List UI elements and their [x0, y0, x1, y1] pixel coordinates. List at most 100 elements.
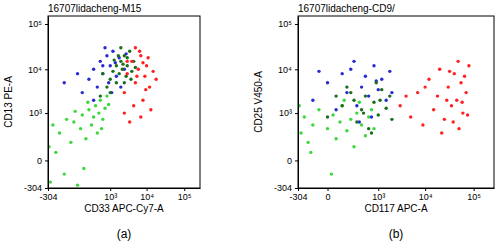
point: [119, 60, 122, 63]
point: [130, 70, 133, 73]
y-tick-label: 10³: [29, 108, 42, 118]
y-tick-label: 10⁴: [278, 65, 292, 75]
x-tick-label: 10⁵: [178, 192, 192, 202]
title: 16707lidacheng-CD9/: [298, 3, 395, 14]
point: [123, 81, 126, 84]
point: [121, 68, 124, 71]
point: [109, 64, 112, 67]
x-tick-mark: [425, 188, 426, 191]
y-tick-mark: [295, 113, 298, 114]
y-tick-label: 0: [37, 156, 42, 166]
y-tick: 10³: [279, 108, 298, 118]
point: [97, 111, 100, 114]
x-tick-mark: [474, 188, 475, 191]
point: [466, 113, 469, 116]
point: [372, 127, 375, 130]
point: [141, 99, 144, 102]
point: [438, 68, 441, 71]
point: [440, 131, 443, 134]
point: [360, 108, 363, 111]
y-axis: -304010³10⁴10⁵: [24, 17, 49, 194]
figure: -30410³10⁴10⁵-304010³10⁴10⁵16707lidachen…: [0, 0, 500, 243]
point: [151, 70, 154, 73]
point: [375, 81, 378, 84]
point: [111, 50, 114, 53]
y-tick-mark: [295, 24, 298, 25]
point: [461, 111, 464, 114]
point: [421, 123, 424, 126]
point: [326, 127, 329, 130]
x-axis-title: CD117 APC-A: [364, 203, 428, 214]
point: [129, 78, 132, 81]
x-tick-mark: [328, 188, 329, 191]
x-tick-label: 10³: [372, 192, 385, 202]
point: [115, 75, 118, 78]
point: [138, 50, 141, 53]
point: [86, 101, 89, 104]
point: [137, 68, 140, 71]
point: [135, 75, 138, 78]
y-tick-mark: [295, 188, 298, 189]
point: [317, 70, 320, 73]
point: [94, 104, 97, 107]
point: [123, 54, 126, 57]
point: [355, 111, 358, 114]
x-tick-label: -304: [39, 192, 57, 202]
point: [349, 91, 352, 94]
point: [92, 115, 95, 118]
point: [443, 118, 446, 121]
x-axis: -304010³10⁴10⁵: [289, 188, 494, 202]
point: [101, 64, 104, 67]
point: [105, 85, 108, 88]
point: [355, 120, 358, 123]
point: [340, 104, 343, 107]
point: [390, 118, 393, 121]
y-tick-mark: [45, 160, 48, 161]
point: [117, 54, 120, 57]
panel: -30410³10⁴10⁵-304010³10⁴10⁵16707lidachen…: [3, 3, 201, 241]
point: [303, 115, 306, 118]
point: [349, 118, 352, 121]
point: [101, 118, 104, 121]
point: [340, 72, 343, 75]
point: [145, 64, 148, 67]
point: [398, 104, 401, 107]
point: [119, 46, 122, 49]
point: [121, 62, 124, 65]
point: [388, 70, 391, 73]
point: [456, 60, 459, 63]
point: [455, 99, 458, 102]
point: [367, 94, 370, 97]
y-tick: 10⁴: [278, 65, 298, 75]
point: [464, 91, 467, 94]
point: [76, 183, 79, 186]
y-tick: 10⁴: [28, 65, 48, 75]
x-tick: 10⁴: [419, 188, 433, 202]
point: [345, 91, 348, 94]
point: [378, 99, 381, 102]
point: [352, 60, 355, 63]
point: [370, 131, 373, 134]
point: [96, 131, 99, 134]
point: [326, 115, 329, 118]
point: [380, 88, 383, 91]
plot-frame: [48, 16, 200, 188]
point: [96, 85, 99, 88]
point: [459, 81, 462, 84]
point: [338, 120, 341, 123]
point: [360, 123, 363, 126]
point: [457, 127, 460, 130]
point: [51, 123, 54, 126]
y-tick: 0: [287, 156, 298, 166]
point: [111, 70, 114, 73]
y-tick-mark: [45, 24, 48, 25]
point: [432, 108, 435, 111]
point: [352, 99, 355, 102]
x-tick: 10³: [104, 188, 117, 202]
point: [377, 88, 380, 91]
point: [105, 54, 108, 57]
y-tick-mark: [45, 69, 48, 70]
x-tick: 10⁴: [140, 188, 154, 202]
point: [105, 94, 108, 97]
point: [99, 60, 102, 63]
